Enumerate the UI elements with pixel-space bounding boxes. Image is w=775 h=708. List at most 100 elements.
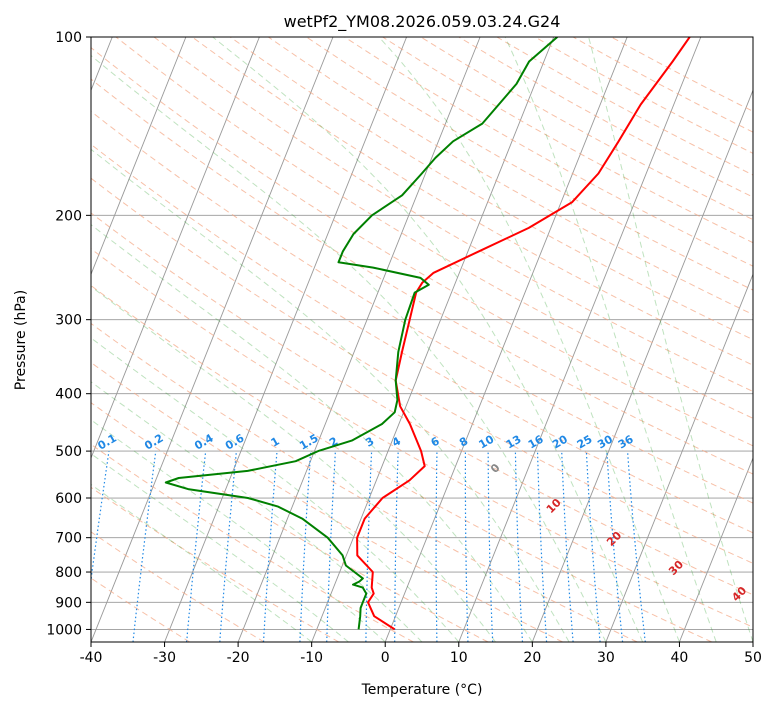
x-tick-label: -10: [300, 650, 323, 666]
y-tick-label: 1000: [46, 622, 82, 638]
dry-adiabat-line: [534, 37, 753, 154]
x-tick-label: -30: [153, 650, 176, 666]
moist-adiabat-label: 30: [666, 558, 686, 578]
isotherm-line: [91, 37, 187, 276]
dry-adiabat-line: [496, 37, 753, 176]
sounding-profiles: [164, 37, 691, 631]
dry-adiabat-line: [91, 248, 753, 628]
mixing-ratio-label: 36: [616, 432, 636, 451]
x-tick-label: 50: [744, 650, 762, 666]
moist-adiabat-line: [91, 419, 386, 642]
moist-adiabat-line: [91, 381, 423, 642]
mixing-ratio-label: 16: [526, 432, 546, 451]
moist-adiabat-line: [378, 37, 680, 642]
dry-adiabat-line: [306, 37, 753, 291]
dry-adiabat-line: [229, 37, 753, 341]
x-axis-label: Temperature (°C): [361, 682, 483, 698]
dry-adiabat-line: [191, 37, 753, 366]
mixing-ratio-label: 0.6: [223, 431, 247, 452]
mixing-ratio-label: 0.1: [96, 432, 119, 453]
y-tick-label: 300: [55, 313, 82, 329]
dry-adiabat-line: [268, 37, 753, 316]
y-tick-label: 800: [55, 565, 82, 581]
dry-adiabat-line: [91, 212, 753, 596]
mixing-ratio-line: [365, 451, 373, 642]
mixing-ratio-line: [487, 451, 494, 642]
moist-adiabat-line: [212, 37, 644, 642]
y-tick-label: 700: [55, 531, 82, 547]
x-tick-label: -20: [227, 650, 250, 666]
isotherm-line: [752, 640, 753, 642]
chart-title: wetPf2_YM08.2026.059.03.24.G24: [284, 12, 561, 32]
mixing-ratio-label: 8: [457, 435, 470, 450]
mixing-ratio-line: [299, 451, 312, 642]
y-tick-label: 600: [55, 491, 82, 507]
dry-adiabat-line: [91, 46, 753, 447]
mixing-ratio-line: [91, 451, 110, 584]
dry-adiabat-line: [91, 143, 753, 534]
moist-adiabat-label: 10: [544, 496, 564, 516]
mixing-ratio-label: 6: [429, 434, 442, 449]
moist-adiabat-line: [91, 224, 533, 642]
dry-adiabat-line: [115, 37, 753, 419]
mixing-ratio-line: [219, 451, 237, 642]
mixing-ratio-label: 1.5: [297, 432, 320, 453]
mixing-ratio-label: 4: [390, 434, 403, 449]
dry-adiabat-line: [610, 37, 753, 112]
mixing-ratio-label: 0.2: [142, 432, 165, 453]
dry-adiabat-line: [91, 486, 340, 642]
isotherm-line: [91, 37, 260, 460]
mixing-ratio-line: [585, 451, 601, 642]
axes: -40 -30 -20 -10 0 10 20 30 40 5010020030040050060…: [46, 30, 762, 666]
moist-adiabat-line: [588, 37, 753, 642]
x-tick-label: 0: [381, 650, 390, 666]
y-tick-label: 500: [55, 444, 82, 460]
mixing-ratio-label: 13: [504, 433, 524, 452]
dry-adiabat-line: [91, 322, 638, 642]
dewpoint-profile-line: [164, 37, 558, 630]
mixing-ratio-line: [435, 451, 438, 642]
dry-adiabat-line: [91, 110, 753, 504]
isotherm-line: [605, 273, 753, 642]
mixing-ratio-line: [186, 451, 207, 642]
mixing-ratio-line: [536, 451, 548, 642]
isotherm-line: [237, 37, 481, 642]
dry-adiabat-line: [91, 531, 265, 642]
dry-adiabat-line: [153, 37, 753, 393]
y-tick-label: 200: [55, 208, 82, 224]
isotherm-line: [91, 37, 334, 642]
temperature-profile-line: [356, 37, 691, 631]
moist-adiabat-label: 40: [729, 584, 749, 604]
diagram-background-lines: [91, 37, 753, 642]
moist-adiabat-line: [91, 453, 349, 642]
mixing-ratio-label: 10: [476, 432, 496, 451]
x-tick-label: -40: [80, 650, 103, 666]
moist-adiabat-line: [504, 37, 717, 642]
mixing-ratio-line: [262, 451, 278, 642]
dry-adiabat-line: [91, 284, 713, 642]
mixing-ratio-line: [627, 451, 646, 642]
moist-adiabat-line: [91, 54, 607, 642]
mixing-ratio-line: [464, 451, 469, 642]
mixing-ratio-label: 1: [269, 435, 282, 450]
x-tick-label: 40: [671, 650, 689, 666]
isotherm-line: [531, 89, 753, 642]
y-tick-label: 100: [55, 30, 82, 46]
x-tick-label: 10: [450, 650, 468, 666]
isotherm-line: [384, 37, 628, 642]
mixing-ratio-line: [606, 451, 624, 642]
plot-frame: [90, 36, 754, 643]
isotherm-line: [311, 37, 555, 642]
x-tick-label: 20: [523, 650, 541, 666]
y-tick-label: 400: [55, 387, 82, 403]
dry-adiabat-line: [91, 78, 753, 475]
mixing-ratio-line: [561, 451, 574, 642]
dry-adiabat-label: -10: [0, 421, 18, 445]
y-tick-label: 900: [55, 595, 82, 611]
dry-adiabat-line: [91, 361, 563, 642]
x-tick-label: 30: [597, 650, 615, 666]
mixing-ratio-line: [132, 451, 157, 642]
dry-adiabat-line: [91, 443, 414, 642]
isotherm-line: [678, 456, 753, 642]
